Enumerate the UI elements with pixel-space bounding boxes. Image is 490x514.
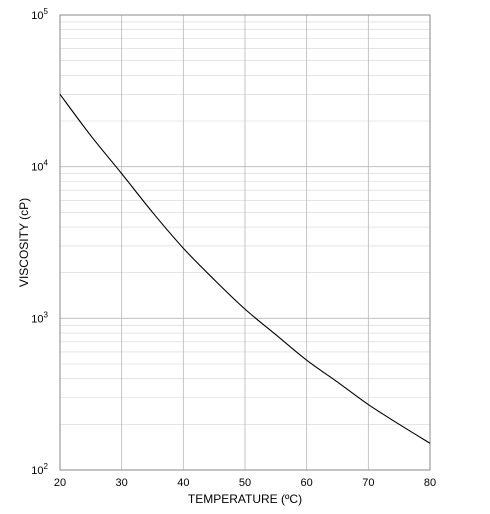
- y-tick-label: 105: [31, 7, 48, 22]
- y-tick-labels: 102 103 104 105: [31, 7, 48, 477]
- grid: [59, 14, 431, 471]
- x-axis-title: TEMPERATURE (ºC): [188, 492, 302, 506]
- x-tick-label: 40: [177, 477, 189, 489]
- plot-frame: [59, 14, 431, 471]
- x-tick-label: 60: [301, 477, 313, 489]
- viscosity-curve: [59, 93, 431, 444]
- y-tick-label: 102: [31, 462, 48, 477]
- y-tick-label: 104: [31, 159, 48, 174]
- x-tick-label: 20: [54, 477, 66, 489]
- x-tick-labels: 20 30 40 50 60 70 80: [54, 477, 436, 489]
- x-tick-label: 30: [116, 477, 128, 489]
- x-tick-label: 50: [239, 477, 251, 489]
- x-tick-label: 70: [362, 477, 374, 489]
- y-tick-label: 103: [31, 310, 48, 325]
- y-axis-title: VISCOSITY (cP): [17, 198, 31, 287]
- x-tick-label: 80: [424, 477, 436, 489]
